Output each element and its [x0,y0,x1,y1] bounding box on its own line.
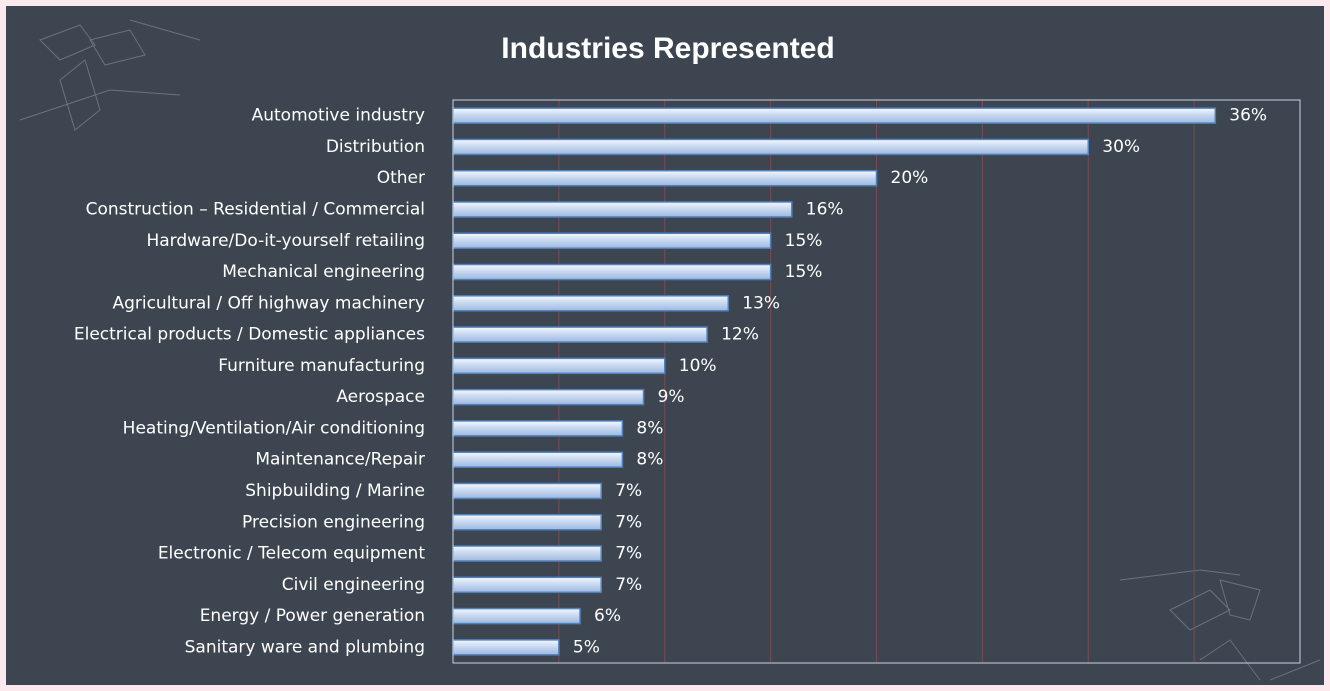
y-tick-label: Other [377,168,425,188]
bar [452,388,645,406]
bar [452,232,772,249]
chart-title: Industries Represented [501,32,834,65]
bar [452,138,1089,156]
bar [452,326,708,343]
value-label: 7% [615,575,642,595]
y-tick-label: Electrical products / Domestic appliance… [74,325,425,345]
value-label: 9% [658,387,685,407]
y-tick-label: Sanitary ware and plumbing [185,637,425,657]
bar [452,357,666,375]
value-label: 15% [785,262,823,282]
value-label: 36% [1229,106,1267,126]
y-tick-label: Electronic / Telecom equipment [158,544,426,564]
value-label: 5% [573,637,600,657]
y-tick-label: Construction – Residential / Commercial [86,199,425,219]
bar [452,482,602,500]
bar [452,263,772,281]
y-tick-label: Hardware/Do-it-yourself retailing [146,231,425,251]
value-label: 12% [721,325,759,345]
y-tick-label: Furniture manufacturing [218,356,425,376]
value-label: 7% [615,544,642,564]
value-label: 7% [615,481,642,501]
y-tick-label: Mechanical engineering [222,262,425,282]
plot-area: Automotive industry 36% Distribution 30% Oth… [74,100,1301,663]
y-tick-label: Aerospace [336,387,425,407]
value-label: 20% [891,168,929,188]
bar [452,607,581,625]
bar [452,169,878,187]
bar [452,545,602,562]
y-tick-label: Precision engineering [242,512,425,532]
value-label: 8% [636,418,663,438]
y-tick-label: Automotive industry [252,106,425,126]
y-tick-label: Agricultural / Off highway machinery [112,293,425,313]
decoration [19,19,1321,681]
bar [452,295,730,312]
plot-border [452,99,1301,664]
y-tick-label: Civil engineering [282,575,425,595]
value-label: 7% [615,512,642,532]
value-label: 10% [679,356,717,376]
bar [452,576,602,594]
bar [452,451,624,468]
y-tick-label: Heating/Ventilation/Air conditioning [123,418,425,438]
y-tick-label: Distribution [326,137,425,157]
value-label: 16% [806,199,844,219]
bar [452,639,560,656]
bar [452,514,602,531]
value-label: 13% [742,293,780,313]
bar [452,201,793,218]
value-label: 6% [594,606,621,626]
value-label: 30% [1102,137,1140,157]
y-tick-label: Shipbuilding / Marine [245,481,425,501]
bar [452,420,624,437]
y-tick-label: Energy / Power generation [200,606,425,626]
y-tick-label: Maintenance/Repair [255,450,425,470]
value-label: 15% [785,231,823,251]
value-label: 8% [636,450,663,470]
bar [452,107,1217,124]
